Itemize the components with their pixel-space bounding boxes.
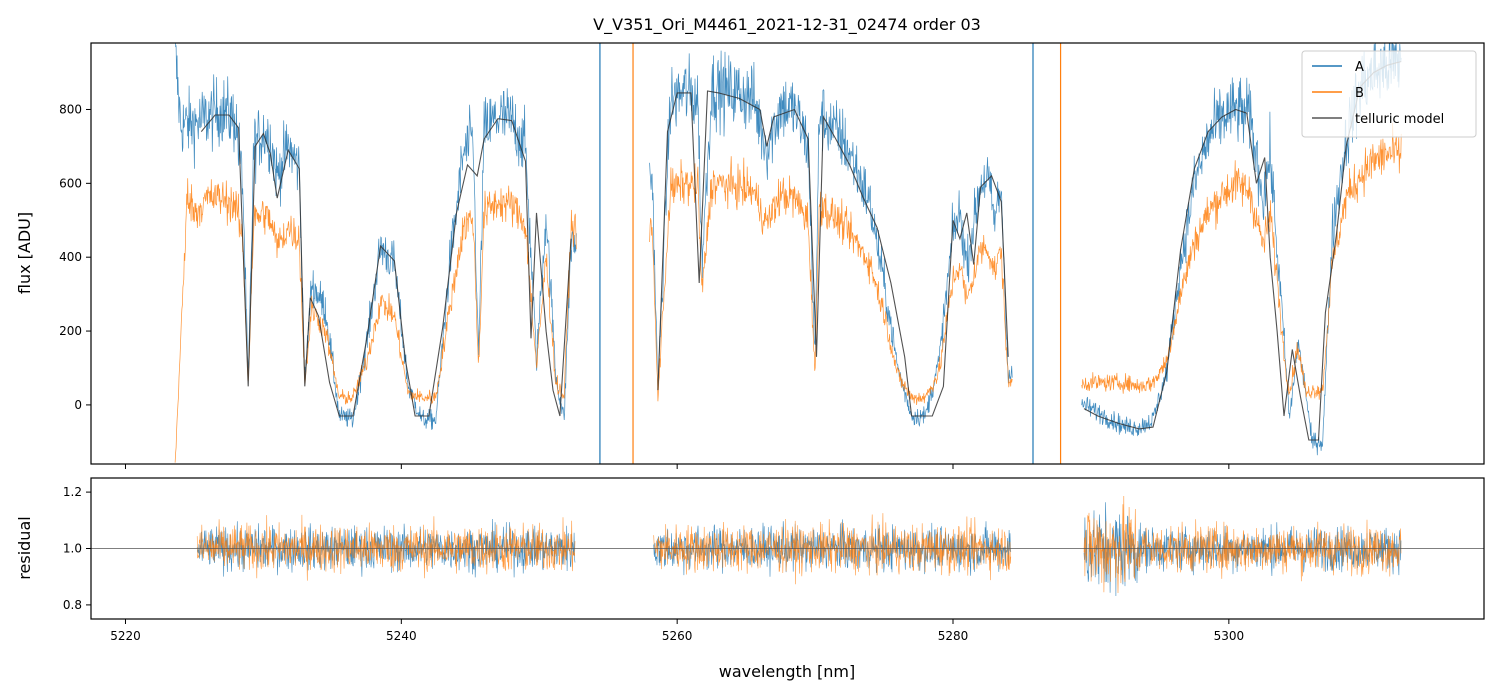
residual-x-tick-label: 5260 — [662, 629, 693, 643]
legend: A B telluric model — [1301, 50, 1477, 138]
flux-y-tick-label: 200 — [59, 324, 82, 338]
x-axis-label: wavelength [nm] — [719, 662, 856, 681]
legend-box — [1301, 50, 1477, 138]
residual-y-axis-label: residual — [15, 516, 34, 579]
flux-plot-area — [174, 43, 1402, 464]
flux-y-tick-label: 400 — [59, 250, 82, 264]
residual-x-tick-label: 5220 — [110, 629, 141, 643]
flux-y-tick-label: 800 — [59, 102, 82, 116]
residual-x-tick-label: 5280 — [938, 629, 969, 643]
residual-y-tick-label: 1.0 — [63, 542, 82, 556]
legend-label-telluric: telluric model — [1355, 112, 1444, 127]
residual-y-tick-label: 1.2 — [63, 485, 82, 499]
flux-series-b — [174, 122, 1402, 463]
residual-y-tick-label: 0.8 — [63, 598, 82, 612]
legend-label-a: A — [1355, 60, 1364, 75]
flux-y-tick-label: 0 — [74, 398, 82, 412]
residual-x-tick-label: 5240 — [386, 629, 417, 643]
flux-y-tick-label: 600 — [59, 176, 82, 190]
chart-title: V_V351_Ori_M4461_2021-12-31_02474 order … — [593, 15, 981, 35]
flux-ticks: 0 200 400 600 800 — [59, 102, 1230, 469]
flux-series-telluric-model — [200, 60, 1402, 441]
flux-axes-frame — [90, 42, 1485, 465]
residual-ticks: 0.8 1.0 1.2 5220 5240 5260 5280 5300 — [63, 485, 1244, 643]
flux-series-a — [175, 43, 1402, 456]
flux-y-axis-label: flux [ADU] — [15, 212, 34, 294]
residual-x-tick-label: 5300 — [1214, 629, 1245, 643]
residual-plot-area — [91, 495, 1484, 597]
legend-label-b: B — [1355, 86, 1364, 101]
